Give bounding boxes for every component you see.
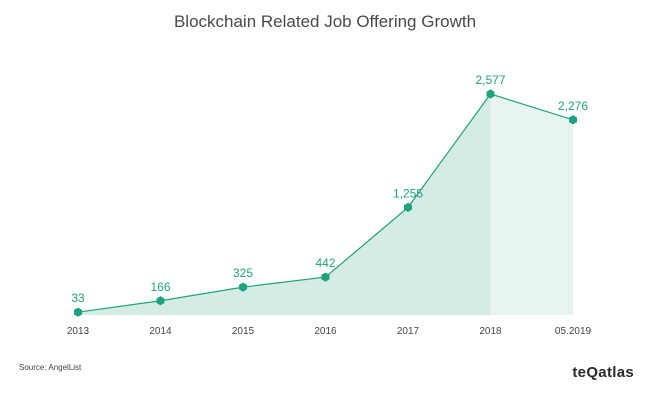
x-tick-label-2018: 2018 xyxy=(479,326,502,337)
x-tick-label-05.2019: 05.2019 xyxy=(555,326,592,337)
x-tick-label-2014: 2014 xyxy=(149,326,172,337)
x-tick-label-2017: 2017 xyxy=(397,326,420,337)
data-label-2017: 1,255 xyxy=(393,186,423,200)
data-label-2013: 33 xyxy=(71,291,85,305)
data-point-2014 xyxy=(156,296,165,306)
data-point-2018 xyxy=(486,89,495,99)
source-note: Source: AngelList xyxy=(19,363,82,372)
brand-logo: teQatlas xyxy=(572,364,634,381)
x-tick-label-2015: 2015 xyxy=(232,326,255,337)
x-tick-label-2016: 2016 xyxy=(314,326,337,337)
data-point-05.2019 xyxy=(569,115,577,125)
data-point-2016 xyxy=(321,272,330,282)
data-label-2015: 325 xyxy=(233,266,253,280)
tick-layer: 2013 2014 2015 2016 2017 2018 05.2019 xyxy=(67,326,592,337)
chart-title: Blockchain Related Job Offering Growth xyxy=(173,12,477,31)
area-fill-main xyxy=(78,94,491,315)
data-label-2018: 2,577 xyxy=(475,73,505,87)
data-point-2017 xyxy=(404,202,412,212)
data-label-05.2019: 2,276 xyxy=(558,99,588,113)
area-layer xyxy=(78,94,573,315)
data-point-2013 xyxy=(74,307,82,317)
area-fill-last xyxy=(490,94,573,315)
data-label-2014: 166 xyxy=(150,280,170,294)
point-layer xyxy=(74,89,577,317)
data-label-2016: 442 xyxy=(315,256,335,270)
data-point-2015 xyxy=(239,282,247,292)
x-tick-label-2013: 2013 xyxy=(67,326,90,337)
label-layer: 33 166 325 442 1,255 2,577 2,276 xyxy=(71,73,588,305)
